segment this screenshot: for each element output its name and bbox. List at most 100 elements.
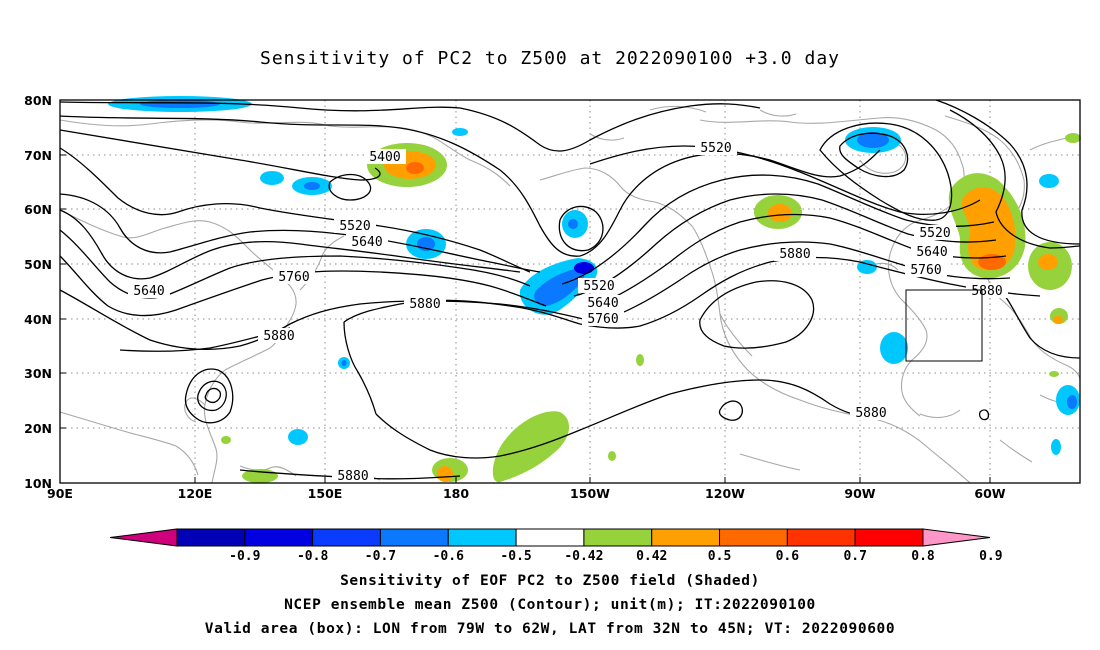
colorbar-label: -0.42 bbox=[564, 549, 603, 564]
svg-text:5880: 5880 bbox=[337, 469, 368, 484]
lon-label: 90W bbox=[844, 486, 875, 501]
shade-negative bbox=[1067, 395, 1077, 409]
lon-label: 60W bbox=[974, 486, 1005, 501]
shade-negative bbox=[857, 260, 877, 274]
colorbar-swatch bbox=[854, 528, 924, 547]
shade-positive bbox=[636, 354, 644, 366]
colorbar-swatch bbox=[176, 528, 246, 547]
colorbar-label: 0.8 bbox=[911, 549, 935, 564]
svg-text:5880: 5880 bbox=[855, 406, 886, 421]
colorbar-label: 0.9 bbox=[979, 549, 1002, 564]
contour-label: 5760 bbox=[582, 311, 624, 327]
contour-label: 5880 bbox=[332, 468, 374, 484]
colorbar-swatch bbox=[719, 528, 788, 547]
longitude-labels: 90E 120E 150E 180 150W 120W 90W 60W bbox=[47, 486, 1006, 501]
lon-label: 120W bbox=[705, 486, 745, 501]
caption-line-1: Sensitivity of EOF PC2 to Z500 field (Sh… bbox=[340, 573, 760, 589]
lat-label: 30N bbox=[24, 366, 52, 381]
colorbar-label: -0.5 bbox=[500, 549, 531, 564]
svg-text:5640: 5640 bbox=[587, 296, 618, 311]
shade-negative bbox=[1051, 439, 1061, 455]
svg-text:5760: 5760 bbox=[587, 312, 618, 327]
colorbar-label: -0.9 bbox=[229, 549, 260, 564]
shade-positive bbox=[608, 451, 616, 461]
lon-label: 90E bbox=[47, 486, 73, 501]
lat-label: 10N bbox=[24, 476, 52, 491]
svg-text:5760: 5760 bbox=[278, 270, 309, 285]
colorbar-swatch bbox=[379, 528, 449, 547]
shade-positive bbox=[1065, 133, 1081, 143]
shade-positive bbox=[437, 466, 453, 482]
shade-negative bbox=[568, 219, 578, 229]
lon-label: 180 bbox=[443, 486, 469, 501]
contour-label: 5520 bbox=[334, 218, 376, 234]
colorbar-label: 0.5 bbox=[708, 549, 731, 564]
shade-negative bbox=[452, 128, 468, 136]
colorbar-swatch bbox=[447, 528, 517, 547]
sensitivity-shading bbox=[108, 96, 1081, 483]
shade-negative bbox=[140, 100, 220, 108]
contour-labels: 5400 5520 5520 5520 5520 5640 5640 5640 … bbox=[128, 140, 1008, 484]
svg-text:5640: 5640 bbox=[351, 235, 382, 250]
caption-line-2: NCEP ensemble mean Z500 (Contour); unit(… bbox=[284, 597, 816, 613]
contour-label: 5400 bbox=[364, 149, 406, 165]
svg-text:5520: 5520 bbox=[700, 141, 731, 156]
colorbar-swatch bbox=[312, 528, 381, 547]
shade-negative bbox=[880, 332, 908, 364]
contour-label: 5880 bbox=[404, 296, 446, 312]
svg-text:5400: 5400 bbox=[369, 150, 400, 165]
shade-negative bbox=[304, 182, 320, 190]
svg-text:5880: 5880 bbox=[263, 329, 294, 344]
contour-label: 5520 bbox=[914, 225, 956, 241]
colorbar-label: -0.6 bbox=[433, 549, 464, 564]
contour-label: 5760 bbox=[273, 269, 315, 285]
svg-text:5880: 5880 bbox=[779, 247, 810, 262]
contour-label: 5880 bbox=[966, 283, 1008, 299]
shade-positive bbox=[1038, 254, 1058, 270]
contour-label: 5640 bbox=[582, 295, 624, 311]
contour-label: 5880 bbox=[850, 405, 892, 421]
colorbar-swatch bbox=[651, 528, 721, 547]
colorbar: -0.9 -0.8 -0.7 -0.6 -0.5 -0.42 0.42 0.5 0.6 0.7 0.… bbox=[109, 528, 1003, 564]
shade-positive bbox=[768, 204, 792, 222]
colorbar-label: 0.6 bbox=[776, 549, 800, 564]
shade-positive bbox=[961, 187, 1016, 271]
lon-label: 150W bbox=[570, 486, 610, 501]
map-title: Sensitivity of PC2 to Z500 at 2022090100… bbox=[259, 48, 840, 69]
svg-text:5880: 5880 bbox=[971, 284, 1002, 299]
svg-text:5520: 5520 bbox=[919, 226, 950, 241]
lat-label: 80N bbox=[24, 93, 52, 108]
svg-text:5520: 5520 bbox=[583, 279, 614, 294]
svg-text:5880: 5880 bbox=[409, 297, 440, 312]
lat-label: 40N bbox=[24, 312, 52, 327]
contour-label: 5640 bbox=[346, 234, 388, 250]
contour-label: 5760 bbox=[905, 262, 947, 278]
latitude-labels: 80N 70N 60N 50N 40N 30N 20N 10N bbox=[24, 93, 52, 491]
shade-negative bbox=[260, 171, 284, 185]
shade-negative bbox=[574, 262, 594, 274]
lat-label: 60N bbox=[24, 202, 52, 217]
colorbar-swatch bbox=[244, 528, 314, 547]
shade-positive bbox=[221, 436, 231, 444]
colorbar-swatch bbox=[786, 528, 856, 547]
caption-line-3: Valid area (box): LON from 79W to 62W, L… bbox=[204, 621, 896, 637]
lat-label: 50N bbox=[24, 257, 52, 272]
colorbar-label: 0.42 bbox=[636, 549, 667, 564]
contour-label: 5520 bbox=[695, 140, 737, 156]
svg-text:5760: 5760 bbox=[910, 263, 941, 278]
shade-negative bbox=[1039, 174, 1059, 188]
contour-label: 5640 bbox=[911, 244, 953, 260]
svg-text:5640: 5640 bbox=[916, 245, 947, 260]
lon-label: 120E bbox=[178, 486, 213, 501]
shade-negative bbox=[857, 132, 889, 148]
colorbar-arrow-high bbox=[922, 528, 991, 547]
shade-negative bbox=[341, 360, 347, 366]
shade-positive bbox=[1049, 371, 1059, 377]
lon-label: 150E bbox=[308, 486, 343, 501]
colorbar-swatch bbox=[583, 528, 653, 547]
svg-text:5520: 5520 bbox=[339, 219, 370, 234]
shade-negative bbox=[534, 268, 585, 306]
map-frame bbox=[59, 99, 1081, 484]
colorbar-label: -0.8 bbox=[297, 549, 328, 564]
